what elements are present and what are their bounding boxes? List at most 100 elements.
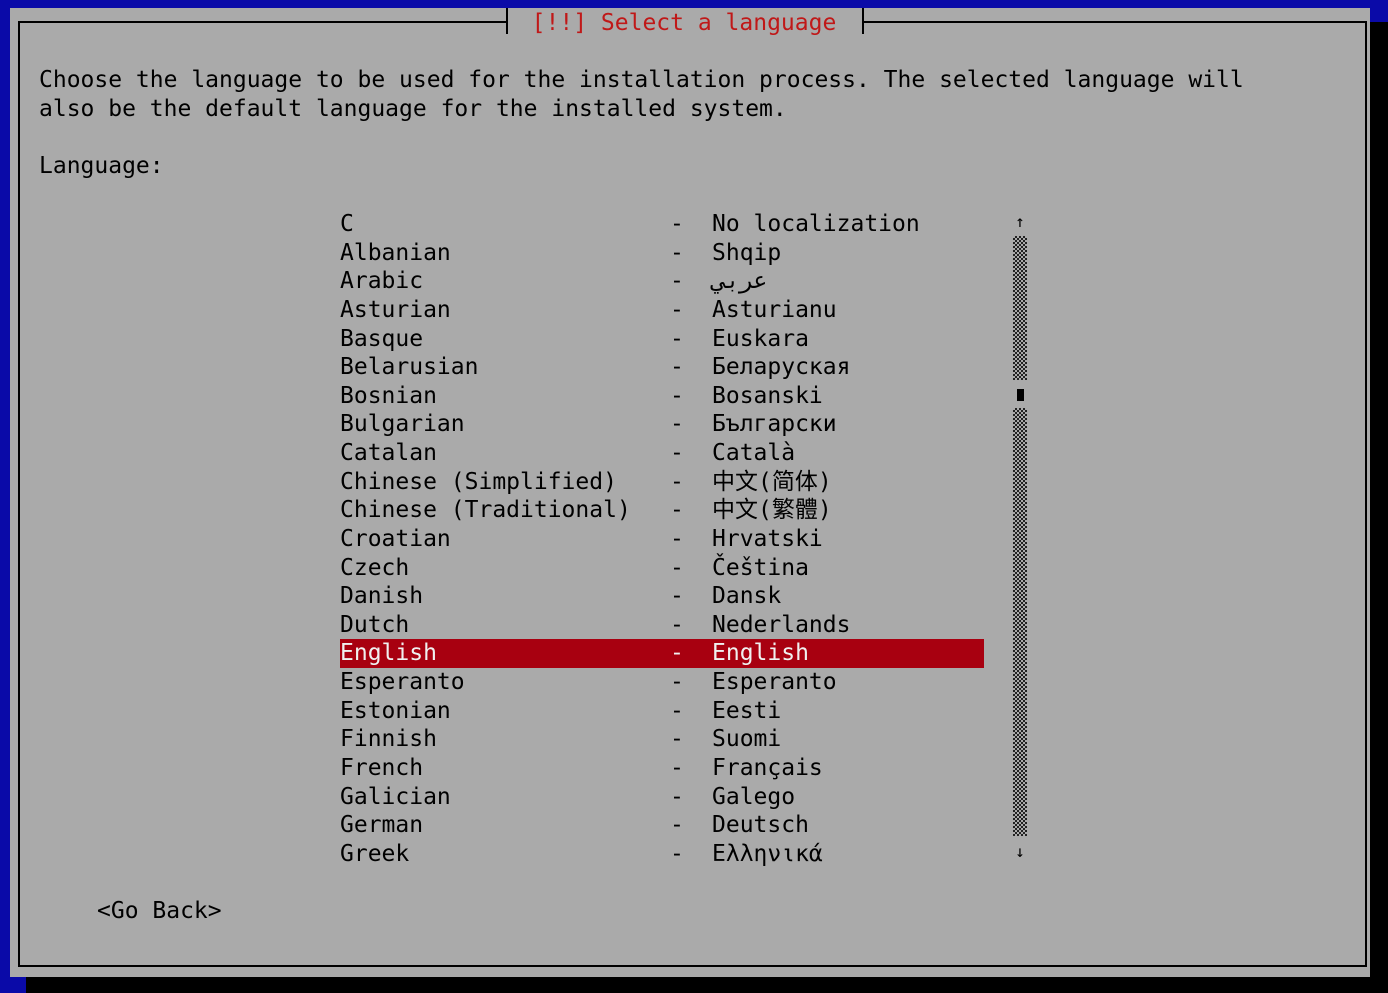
- scroll-up-icon[interactable]: ↑: [1015, 212, 1025, 231]
- dialog-panel: [10, 8, 1370, 977]
- separator: -: [670, 354, 684, 381]
- scrollbar-track-upper[interactable]: [1013, 236, 1027, 380]
- separator: -: [670, 268, 684, 295]
- language-native-name: No localization: [712, 211, 920, 237]
- language-name: Finnish: [340, 726, 437, 753]
- language-name: Albanian: [340, 239, 451, 266]
- separator: -: [670, 583, 684, 610]
- language-name: English: [340, 640, 437, 667]
- go-back-button[interactable]: <Go Back>: [97, 898, 222, 924]
- language-native-name: English: [712, 640, 809, 667]
- language-native-name: Suomi: [712, 726, 782, 753]
- separator: -: [670, 411, 684, 438]
- language-native-name: Esperanto: [712, 669, 837, 696]
- language-option[interactable]: Chinese (Traditional) - 中文(繁體): [340, 496, 984, 525]
- description-line-2: also be the default language for the ins…: [39, 96, 787, 122]
- language-option[interactable]: Finnish - Suomi: [340, 725, 984, 754]
- language-native-name: Galego: [712, 783, 796, 810]
- separator: -: [670, 325, 684, 352]
- language-native-name: Asturianu: [712, 296, 837, 323]
- language-native-name: 中文(简体): [712, 468, 832, 495]
- separator: -: [670, 554, 684, 581]
- language-option[interactable]: Arabic - عربي: [340, 267, 984, 296]
- language-option[interactable]: Galician - Galego: [340, 783, 984, 812]
- language-option[interactable]: German - Deutsch: [340, 811, 984, 840]
- language-option[interactable]: Estonian - Eesti: [340, 697, 984, 726]
- separator: -: [670, 697, 684, 724]
- language-name: Bulgarian: [340, 411, 465, 438]
- language-native-name: 中文(繁體): [712, 497, 832, 524]
- language-name: Danish: [340, 583, 424, 610]
- language-name: Catalan: [340, 440, 437, 467]
- language-option[interactable]: Basque - Euskara: [340, 325, 984, 354]
- language-native-name: Čeština: [712, 554, 809, 581]
- language-option[interactable]: Czech - Čeština: [340, 554, 984, 583]
- scrollbar-thumb[interactable]: [1017, 389, 1024, 401]
- language-native-name: Hrvatski: [712, 525, 823, 552]
- language-native-name: Français: [712, 754, 823, 781]
- language-option[interactable]: Bosnian - Bosanski: [340, 382, 984, 411]
- scroll-down-icon[interactable]: ↓: [1015, 842, 1025, 861]
- language-option[interactable]: Esperanto - Esperanto: [340, 668, 984, 697]
- separator: -: [670, 611, 684, 638]
- language-name: C: [340, 211, 354, 237]
- separator: -: [670, 783, 684, 810]
- language-option[interactable]: Chinese (Simplified) - 中文(简体): [340, 468, 984, 497]
- separator: -: [670, 468, 684, 495]
- language-option[interactable]: Danish - Dansk: [340, 582, 984, 611]
- separator: -: [670, 239, 684, 266]
- language-option[interactable]: Catalan - Català: [340, 439, 984, 468]
- language-native-name: Български: [712, 411, 837, 438]
- separator: -: [670, 726, 684, 753]
- language-native-name: Eesti: [712, 697, 782, 724]
- separator: -: [670, 382, 684, 409]
- language-option[interactable]: Greek - Ελληνικά: [340, 840, 984, 869]
- scrollbar-track-lower[interactable]: [1013, 408, 1027, 836]
- separator: -: [670, 640, 684, 667]
- language-name: French: [340, 754, 424, 781]
- language-native-name: Ελληνικά: [712, 840, 823, 867]
- separator: -: [670, 525, 684, 552]
- language-option[interactable]: Dutch - Nederlands: [340, 611, 984, 640]
- language-option[interactable]: Asturian - Asturianu: [340, 296, 984, 325]
- dialog-title: [!!] Select a language: [531, 10, 837, 36]
- language-label: Language:: [39, 153, 164, 179]
- language-name: Estonian: [340, 697, 451, 724]
- language-option[interactable]: French - Français: [340, 754, 984, 783]
- language-name: Dutch: [340, 611, 410, 638]
- language-name: Belarusian: [340, 354, 479, 381]
- separator: -: [670, 812, 684, 839]
- language-option[interactable]: Belarusian - Беларуская: [340, 353, 984, 382]
- language-name: Chinese (Traditional): [340, 497, 631, 524]
- description-line-1: Choose the language to be used for the i…: [39, 67, 1244, 93]
- language-native-name: Nederlands: [712, 611, 851, 638]
- title-gap: [506, 8, 864, 34]
- language-native-name: Català: [712, 440, 796, 467]
- separator: -: [670, 497, 684, 524]
- separator: -: [670, 754, 684, 781]
- language-native-name: Dansk: [712, 583, 782, 610]
- language-native-name: Bosanski: [712, 382, 823, 409]
- language-name: Bosnian: [340, 382, 437, 409]
- language-native-name: Deutsch: [712, 812, 809, 839]
- separator: -: [670, 840, 684, 867]
- language-option[interactable]: C - No localization: [340, 210, 984, 239]
- language-option[interactable]: Albanian - Shqip: [340, 239, 984, 268]
- separator: -: [670, 669, 684, 696]
- separator: -: [670, 440, 684, 467]
- language-native-name: Shqip: [712, 239, 782, 266]
- language-name: Czech: [340, 554, 410, 581]
- language-option[interactable]: Bulgarian - Български: [340, 410, 984, 439]
- language-name: German: [340, 812, 424, 839]
- language-option[interactable]: Croatian - Hrvatski: [340, 525, 984, 554]
- language-native-name: عربي: [712, 268, 768, 295]
- language-name: Chinese (Simplified): [340, 468, 617, 495]
- separator: -: [670, 211, 684, 237]
- language-native-name: Euskara: [712, 325, 809, 352]
- language-name: Galician: [340, 783, 451, 810]
- language-name: Basque: [340, 325, 424, 352]
- language-name: Asturian: [340, 296, 451, 323]
- language-name: Greek: [340, 840, 410, 867]
- language-option[interactable]: English - English: [340, 639, 984, 669]
- language-name: Esperanto: [340, 669, 465, 696]
